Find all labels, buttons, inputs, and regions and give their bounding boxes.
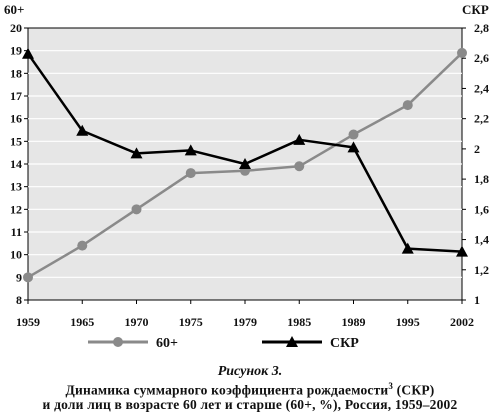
point-60plus (402, 100, 413, 111)
left-tick-label: 19 (10, 44, 22, 58)
series-group (22, 47, 468, 283)
x-tick-label: 1975 (179, 315, 203, 329)
x-tick-label: 1989 (342, 315, 366, 329)
left-tick-label: 13 (10, 180, 22, 194)
point-skr (347, 141, 360, 153)
point-60plus (23, 272, 33, 283)
left-tick-label: 12 (10, 202, 22, 216)
right-tick-label: 2,2 (474, 112, 489, 126)
left-axis-title: 60+ (4, 2, 24, 17)
point-skr (239, 158, 251, 169)
right-tick-label: 2,6 (474, 51, 489, 65)
x-tick-label: 2002 (450, 315, 474, 329)
x-tick-label: 1995 (396, 315, 420, 329)
caption-line1-tail: (СКР) (393, 382, 435, 398)
point-60plus (77, 240, 88, 251)
point-skr (184, 144, 197, 156)
right-tick-label: 1,6 (474, 202, 489, 216)
caption-footnote-ref: 3 (388, 381, 394, 391)
x-tick-label: 1985 (287, 315, 311, 329)
point-60plus (131, 204, 142, 215)
left-tick-label: 11 (11, 225, 22, 239)
left-tick-label: 18 (10, 66, 22, 80)
right-axis-title: СКР (462, 2, 489, 17)
x-tick-label: 1979 (233, 315, 257, 329)
grid-lines (28, 50, 462, 278)
left-tick-label: 14 (10, 157, 22, 171)
x-tick-label: 1970 (125, 315, 149, 329)
legend: 60+ СКР (88, 336, 359, 351)
x-axis-ticks: 1959 1965 1970 1975 1979 1985 1989 1995 2002 (16, 300, 474, 329)
right-tick-label: 1,2 (474, 263, 489, 277)
legend-marker-skr (286, 336, 298, 347)
x-tick-label: 1959 (16, 315, 40, 329)
right-tick-label: 1 (474, 293, 480, 307)
right-tick-label: 1,4 (474, 233, 489, 247)
point-60plus (185, 168, 196, 179)
right-axis-ticks: 1 1,2 1,4 1,6 1,8 2 2,2 2,4 2,6 2,8 (462, 21, 489, 307)
point-60plus (457, 47, 467, 58)
left-tick-label: 17 (10, 89, 22, 103)
right-tick-label: 2 (474, 142, 480, 156)
legend-marker-60plus (113, 337, 123, 347)
point-skr (22, 47, 34, 59)
caption-line1-main: Динамика суммарного коэффициента рождаем… (65, 382, 389, 398)
left-tick-label: 20 (10, 21, 22, 35)
figure-caption-line1: Динамика суммарного коэффициента рождаем… (0, 381, 500, 399)
legend-label-skr: СКР (330, 336, 359, 351)
figure-caption-title: Рисунок 3. (217, 364, 283, 379)
right-tick-label: 2,4 (474, 81, 489, 95)
right-tick-label: 1,8 (474, 172, 489, 186)
right-tick-label: 2,8 (474, 21, 489, 35)
point-skr (130, 147, 143, 159)
legend-label-60plus: 60+ (156, 336, 178, 351)
point-60plus (294, 161, 305, 172)
x-tick-label: 1965 (70, 315, 94, 329)
point-skr (456, 245, 468, 257)
left-tick-label: 9 (16, 270, 22, 284)
point-skr (76, 124, 89, 136)
point-skr (401, 242, 414, 254)
left-tick-label: 15 (10, 134, 22, 148)
point-skr (293, 133, 306, 145)
figure-caption-line2: и доли лиц в возрасте 60 лет и старше (6… (42, 397, 458, 412)
point-60plus (348, 129, 359, 140)
left-tick-label: 8 (16, 293, 22, 307)
left-tick-label: 10 (10, 248, 22, 262)
left-tick-label: 16 (10, 112, 22, 126)
left-axis-ticks: 8 9 10 11 12 13 14 15 16 17 18 19 20 (10, 21, 28, 307)
